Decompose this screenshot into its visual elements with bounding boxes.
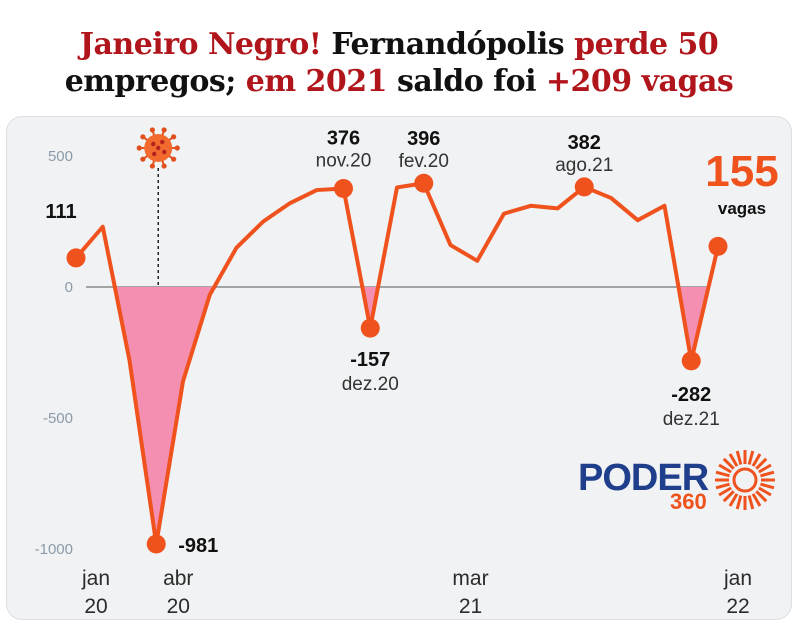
data-point xyxy=(681,351,701,371)
sunburst-ray xyxy=(728,493,739,507)
virus-spot xyxy=(156,145,161,151)
sunburst-ray xyxy=(760,470,775,478)
data-point xyxy=(708,236,728,256)
date-label: dez.20 xyxy=(342,374,399,395)
virus-spike-tip xyxy=(171,156,177,162)
value-label: 382 xyxy=(568,132,601,154)
sunburst-ray xyxy=(722,457,735,470)
highlight-value: 155 vagas xyxy=(705,147,778,218)
sunburst-ray xyxy=(755,490,768,503)
headline: Janeiro Negro! Fernandópolis perde 50 em… xyxy=(0,26,798,100)
date-label: ago.21 xyxy=(555,155,613,176)
negative-area xyxy=(114,287,215,545)
logo-number: 360 xyxy=(670,489,707,514)
virus-spot xyxy=(152,151,157,157)
x-axis: jan 20 abr 20 mar 21 jan 22 xyxy=(81,567,752,618)
virus-spot xyxy=(160,139,165,145)
sunburst-ray xyxy=(747,450,755,465)
y-tick-label: -1000 xyxy=(35,541,73,558)
virus-spike-tip xyxy=(171,134,177,140)
virus-spot xyxy=(162,149,167,155)
sunburst-ray xyxy=(758,486,772,497)
data-point xyxy=(360,318,380,338)
sunburst-ray xyxy=(735,450,743,465)
negative-areas xyxy=(114,287,709,545)
sunburst-ray xyxy=(715,470,730,478)
series-line xyxy=(74,181,720,547)
highlight-number: 155 xyxy=(705,147,778,196)
value-label: -157 xyxy=(350,349,390,371)
headline-part: em 2021 xyxy=(245,64,388,99)
data-point xyxy=(334,178,353,198)
virus-spike-tip xyxy=(161,127,167,133)
sunburst-icon xyxy=(715,450,775,510)
data-point xyxy=(66,248,86,268)
y-tick-label: 500 xyxy=(48,148,73,165)
virus-spot xyxy=(151,141,156,147)
date-label: nov.20 xyxy=(316,150,372,171)
poder360-logo: PODER 360 xyxy=(578,450,775,514)
value-label: 111 xyxy=(45,201,76,223)
x-tick-label: 21 xyxy=(459,595,482,618)
data-point xyxy=(414,173,434,193)
virus-spike-tip xyxy=(174,145,180,151)
highlight-unit: vagas xyxy=(718,199,766,218)
event-marker xyxy=(136,127,180,287)
x-tick-label: abr xyxy=(163,567,193,590)
headline-part: Janeiro Negro! xyxy=(79,27,322,62)
sunburst-ray xyxy=(747,495,755,510)
data-point xyxy=(574,177,594,197)
y-tick-label: 0 xyxy=(65,279,73,296)
sunburst-ray xyxy=(718,486,732,497)
headline-part: perde 50 xyxy=(574,27,719,62)
sunburst-ray xyxy=(751,453,762,467)
x-tick-label: 20 xyxy=(167,595,190,618)
value-label: -282 xyxy=(671,384,711,406)
value-label: 396 xyxy=(407,128,440,150)
headline-part: +209 vagas xyxy=(545,64,734,99)
date-label: fev.20 xyxy=(399,151,449,172)
virus-spike-tip xyxy=(140,156,146,162)
x-tick-label: mar xyxy=(452,567,488,590)
sunburst-ring xyxy=(732,467,758,493)
sunburst-ray xyxy=(755,457,768,470)
virus-spike-tip xyxy=(161,163,167,169)
value-label: -981 xyxy=(178,535,218,557)
sunburst-ray xyxy=(735,495,743,510)
data-point xyxy=(146,534,166,554)
virus-spike-tip xyxy=(136,145,142,151)
sunburst-ray xyxy=(722,490,735,503)
data-points xyxy=(66,173,728,554)
virus-spike-tip xyxy=(140,134,146,140)
sunburst-ray xyxy=(751,493,762,507)
sunburst-ray xyxy=(715,482,730,490)
sunburst-ray xyxy=(758,463,772,474)
negative-area xyxy=(678,287,709,361)
logo-word: PODER xyxy=(578,457,709,499)
x-tick-label: jan xyxy=(81,567,110,590)
headline-part: Fernandópolis xyxy=(321,27,575,62)
y-axis: 500 0 -500 -1000 xyxy=(35,148,73,558)
x-tick-label: 22 xyxy=(726,595,749,618)
headline-part: saldo foi xyxy=(387,64,546,99)
headline-part: empregos; xyxy=(64,64,246,99)
x-tick-label: 20 xyxy=(84,595,107,618)
x-tick-label: jan xyxy=(723,567,752,590)
sunburst-ray xyxy=(728,453,739,467)
y-tick-label: -500 xyxy=(43,410,73,427)
virus-spike-tip xyxy=(149,163,155,169)
sunburst-ray xyxy=(718,463,732,474)
date-label: dez.21 xyxy=(663,409,720,430)
value-label: 376 xyxy=(327,127,360,149)
sunburst-ray xyxy=(760,482,775,490)
virus-spike-tip xyxy=(149,127,155,133)
